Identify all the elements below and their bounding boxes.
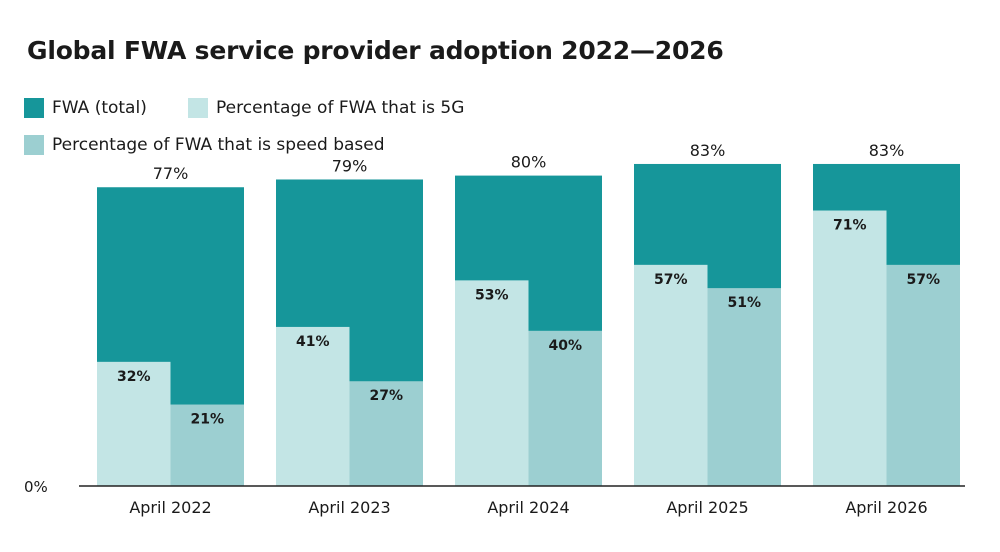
bar-speed-based-0	[170, 404, 244, 486]
bar-5g-1	[276, 326, 350, 486]
data-label-fwa-total-0: 77%	[153, 164, 189, 183]
data-label-5g-1: 41%	[296, 334, 330, 350]
y-tick-label-0: 0%	[24, 478, 48, 496]
bar-speed-based-1	[349, 381, 423, 486]
data-label-5g-3: 57%	[654, 272, 688, 288]
data-label-fwa-total-3: 83%	[690, 141, 726, 160]
bar-speed-based-2	[528, 330, 602, 486]
chart-title: Global FWA service provider adoption 202…	[27, 36, 724, 65]
legend-item-5g: Percentage of FWA that is 5G	[188, 98, 464, 118]
data-label-5g-4: 71%	[833, 218, 867, 234]
legend-item-fwa-total: FWA (total)	[24, 98, 147, 118]
legend-item-speed-based: Percentage of FWA that is speed based	[24, 135, 385, 155]
legend-label-fwa-total: FWA (total)	[52, 98, 147, 118]
data-label-speed-based-4: 57%	[906, 272, 940, 288]
bar-5g-4	[813, 210, 887, 486]
data-label-5g-0: 32%	[117, 369, 151, 385]
data-label-5g-2: 53%	[475, 287, 509, 303]
x-tick-label-3: April 2025	[666, 498, 748, 517]
bar-speed-based-3	[707, 288, 781, 486]
data-label-fwa-total-1: 79%	[332, 156, 368, 175]
data-label-fwa-total-4: 83%	[869, 141, 905, 160]
legend-label-speed-based: Percentage of FWA that is speed based	[52, 135, 385, 155]
bar-5g-2	[455, 280, 529, 486]
x-tick-label-0: April 2022	[129, 498, 211, 517]
data-label-fwa-total-2: 80%	[511, 153, 547, 172]
data-label-speed-based-3: 51%	[727, 295, 761, 311]
bar-5g-3	[634, 264, 708, 486]
legend-swatch-5g	[188, 98, 208, 118]
data-label-speed-based-0: 21%	[190, 412, 224, 428]
x-tick-label-1: April 2023	[308, 498, 390, 517]
bar-speed-based-4	[886, 264, 960, 486]
x-tick-label-4: April 2026	[845, 498, 927, 517]
legend-swatch-fwa-total	[24, 98, 44, 118]
x-tick-label-2: April 2024	[487, 498, 569, 517]
bar-5g-0	[97, 361, 171, 486]
legend-label-5g: Percentage of FWA that is 5G	[216, 98, 465, 118]
data-label-speed-based-1: 27%	[369, 388, 403, 404]
data-label-speed-based-2: 40%	[548, 338, 582, 354]
legend-swatch-speed-based	[24, 135, 44, 155]
